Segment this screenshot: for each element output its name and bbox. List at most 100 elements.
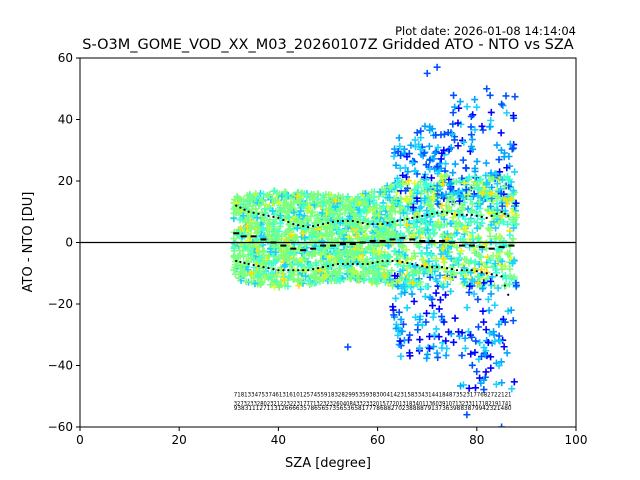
upper-std-point: [455, 213, 459, 216]
scatter-point: [394, 239, 402, 247]
scatter-point: [461, 215, 469, 223]
scatter-point: [414, 326, 422, 334]
scatter-point: [463, 103, 471, 111]
scatter-point: [501, 182, 509, 190]
scatter-point: [492, 380, 500, 388]
upper-std-point: [366, 222, 369, 226]
scatter-point: [258, 197, 266, 205]
scatter-point: [464, 205, 472, 213]
scatter-point: [503, 164, 511, 172]
lower-std-point: [292, 269, 295, 272]
x-tick-label: 20: [172, 433, 187, 447]
scatter-point: [498, 257, 506, 265]
scatter-point: [442, 351, 450, 359]
scatter-point: [334, 192, 342, 200]
scatter-point: [460, 238, 468, 246]
scatter-point: [258, 208, 266, 216]
scatter-point: [399, 242, 407, 250]
upper-std-point: [391, 220, 394, 224]
scatter-point: [432, 289, 440, 297]
scatter-point: [404, 168, 412, 176]
scatter-point: [471, 96, 479, 104]
y-tick-label: 60: [58, 51, 73, 65]
upper-std-point: [470, 213, 473, 216]
scatter-point: [386, 183, 394, 191]
scatter-point: [465, 384, 473, 392]
scatter-point: [499, 102, 507, 110]
scatter-point: [398, 274, 406, 282]
scatter-point: [491, 337, 499, 345]
scatter-point: [454, 119, 462, 127]
scatter-point: [435, 305, 443, 313]
chart-title: S-O3M_GOME_VOD_XX_M03_20260107Z Gridded …: [82, 37, 573, 53]
scatter-point: [231, 261, 239, 269]
scatter-point: [299, 202, 307, 210]
scatter-point: [290, 208, 298, 216]
scatter-point: [440, 258, 448, 266]
lower-std-point: [507, 293, 510, 296]
scatter-point: [403, 221, 411, 229]
scatter-point: [509, 144, 517, 152]
scatter-point: [314, 191, 322, 199]
scatter-point: [293, 233, 301, 241]
scatter-point: [486, 329, 494, 337]
scatter-point: [304, 277, 312, 285]
scatter-point: [427, 155, 435, 163]
upper-std-point: [480, 215, 483, 218]
lower-std-point: [336, 262, 340, 266]
scatter-point: [503, 109, 511, 117]
scatter-point: [447, 255, 455, 263]
scatter-point: [508, 385, 516, 393]
scatter-point: [503, 200, 511, 208]
scatter-point: [281, 215, 289, 223]
scatter-point: [487, 108, 495, 116]
scatter-point: [287, 262, 295, 270]
scatter-point: [468, 136, 476, 144]
lower-std-point: [376, 260, 379, 264]
scatter-point: [352, 215, 360, 223]
scatter-point: [492, 240, 500, 248]
scatter-point: [360, 205, 368, 213]
scatter-point: [461, 334, 469, 342]
scatter-point: [425, 333, 433, 341]
scatter-point: [511, 93, 519, 101]
scatter-point: [421, 194, 429, 202]
scatter-point: [304, 206, 312, 214]
x-tick-label: 100: [565, 433, 588, 447]
scatter-point: [369, 254, 377, 262]
scatter-point: [371, 210, 379, 218]
scatter-point: [375, 248, 383, 256]
lower-std-point: [297, 269, 300, 272]
scatter-point: [474, 323, 482, 331]
lower-std-point: [460, 269, 464, 272]
scatter-point: [236, 195, 244, 203]
scatter-point: [395, 248, 403, 256]
scatter-point: [494, 255, 502, 263]
lower-std-point: [239, 260, 242, 264]
scatter-point: [471, 348, 479, 356]
scatter-point: [268, 264, 276, 272]
scatter-point: [386, 221, 394, 229]
scatter-point: [508, 208, 516, 216]
scatter-point: [462, 186, 470, 194]
scatter-point: [438, 149, 446, 157]
scatter-point: [358, 256, 366, 264]
scatter-point: [343, 252, 351, 260]
scatter-point: [312, 261, 320, 269]
scatter-point: [302, 272, 310, 280]
scatter-point: [509, 187, 517, 195]
scatter-point: [362, 224, 370, 232]
scatter-point: [399, 171, 407, 179]
scatter-point: [413, 189, 421, 197]
scatter-point: [443, 268, 451, 276]
scatter-point: [415, 229, 423, 237]
scatter-point: [282, 198, 290, 206]
scatter-point: [334, 276, 342, 284]
scatter-point: [489, 175, 497, 183]
lower-std-point: [287, 269, 290, 272]
scatter-point: [402, 187, 410, 195]
scatter-point: [449, 169, 457, 177]
upper-std-point: [341, 219, 344, 223]
lower-std-point: [436, 266, 439, 269]
upper-std-point: [500, 210, 503, 213]
